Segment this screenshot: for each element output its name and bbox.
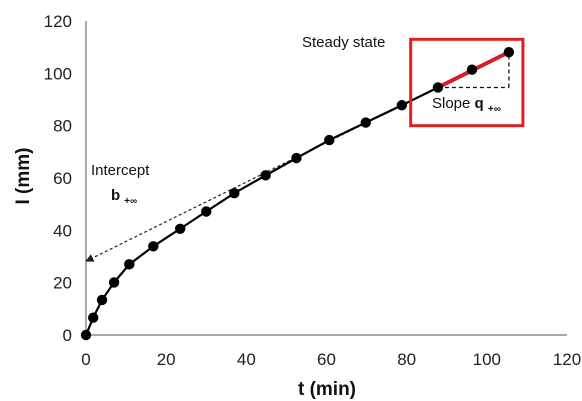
steady-state-highlight-box (409, 37, 525, 128)
data-point (360, 117, 371, 128)
x-tick-label: 20 (157, 350, 176, 369)
data-point (174, 223, 186, 234)
slope-symbol: q (475, 95, 484, 112)
y-axis-title: I (mm) (13, 148, 34, 205)
x-axis-title: t (min) (298, 379, 356, 400)
data-point (466, 64, 478, 75)
slope-prefix: Slope (432, 95, 475, 112)
x-tick-label: 60 (317, 350, 336, 369)
data-point (201, 206, 212, 217)
intercept-symbol: b (111, 187, 120, 204)
data-point (396, 100, 408, 111)
axes (85, 21, 567, 336)
data-point (124, 259, 135, 270)
data-point (291, 152, 302, 164)
tick-labels: 0 20 40 60 80 100 120 0 20 40 60 80 100 120 (44, 12, 582, 369)
y-tick-label: 20 (53, 274, 72, 293)
intercept-symbol-label: b +∞ (111, 187, 137, 207)
x-tick-label: 80 (397, 350, 416, 369)
y-tick-label: 40 (53, 221, 72, 240)
y-tick-label: 120 (44, 12, 72, 31)
steady-state-label: Steady state (302, 34, 385, 51)
extrapolation-layer (85, 86, 439, 262)
y-tick-label: 60 (53, 169, 72, 188)
data-point (96, 294, 108, 306)
y-tick-label: 100 (44, 64, 72, 83)
intercept-extrapolation-arrow (85, 86, 439, 262)
y-tick-label: 80 (53, 117, 72, 136)
x-tick-label: 40 (237, 350, 256, 369)
data-point (80, 329, 92, 341)
data-point (503, 46, 515, 58)
data-point (432, 82, 444, 93)
slope-label: Slope q +∞ (432, 95, 501, 115)
data-point (229, 187, 240, 199)
points-layer (80, 46, 515, 341)
data-point (108, 277, 120, 288)
slope-subscript: +∞ (488, 104, 501, 115)
x-tick-label: 0 (81, 350, 90, 369)
data-point (260, 170, 271, 181)
x-tick-label: 100 (473, 350, 501, 369)
highlight-layer (409, 37, 525, 128)
y-tick-label: 0 (63, 326, 72, 345)
data-point (88, 312, 99, 323)
x-tick-label: 120 (553, 350, 581, 369)
intercept-subscript: +∞ (124, 196, 137, 207)
data-point (324, 134, 335, 146)
data-point (148, 241, 159, 252)
intercept-label: Intercept (91, 162, 150, 179)
